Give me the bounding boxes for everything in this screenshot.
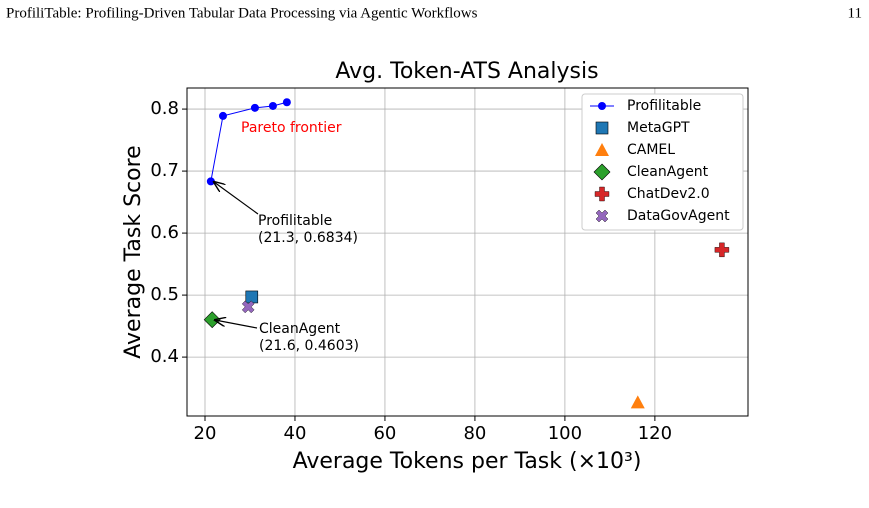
point <box>206 177 215 186</box>
point <box>203 311 221 329</box>
legend-label: CAMEL <box>627 142 675 158</box>
running-header: ProfiliTable: Profiling-Driven Tabular D… <box>6 5 478 21</box>
point <box>218 111 227 120</box>
x-tick-label: 60 <box>373 423 396 444</box>
legend-label: Profilitable <box>627 98 701 114</box>
point <box>593 163 611 181</box>
x-tick-label: 40 <box>284 423 307 444</box>
point <box>268 101 277 110</box>
legend-label: DataGovAgent <box>627 208 730 224</box>
y-tick-label: 0.4 <box>150 346 179 367</box>
point <box>598 102 606 110</box>
legend-label: ChatDev2.0 <box>627 186 710 202</box>
x-tick-label: 100 <box>548 423 582 444</box>
point <box>714 242 730 258</box>
annotation-arrow <box>215 320 258 329</box>
y-axis-label: Average Task Score <box>121 145 146 358</box>
y-tick-label: 0.7 <box>150 160 179 181</box>
plot-frame <box>186 87 749 417</box>
x-tick-label: 120 <box>638 423 672 444</box>
point <box>594 186 610 202</box>
y-tick-label: 0.6 <box>150 222 179 243</box>
chart-title: Avg. Token-ATS Analysis <box>335 59 598 84</box>
annotation: (21.3, 0.6834) <box>258 230 358 246</box>
point <box>630 395 645 409</box>
point <box>595 209 609 223</box>
legend-label: MetaGPT <box>627 120 690 136</box>
x-tick-label: 20 <box>194 423 217 444</box>
annotation: CleanAgent <box>259 321 341 337</box>
x-axis-label: Average Tokens per Task (×10³) <box>293 449 642 474</box>
page-number: 11 <box>848 5 862 21</box>
annotation: (21.6, 0.4603) <box>259 338 359 354</box>
point <box>250 103 259 112</box>
point <box>245 290 259 304</box>
point <box>282 98 291 107</box>
annotation: Pareto frontier <box>241 120 342 136</box>
legend-box <box>581 93 744 231</box>
annotation-arrow <box>214 182 259 215</box>
annotation: Profilitable <box>258 213 332 229</box>
legend-label: CleanAgent <box>627 164 709 180</box>
point <box>595 121 609 135</box>
point <box>241 300 255 314</box>
y-tick-label: 0.8 <box>150 98 179 119</box>
x-tick-label: 80 <box>463 423 486 444</box>
point <box>595 143 609 156</box>
y-tick-label: 0.5 <box>150 284 179 305</box>
